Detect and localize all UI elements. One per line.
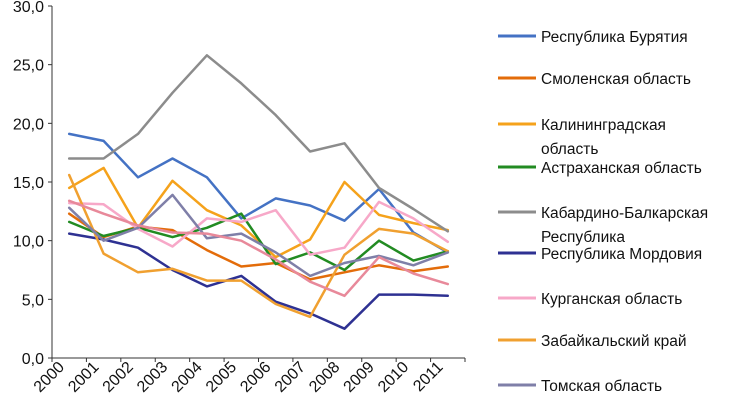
legend-label: Курганская область bbox=[541, 291, 682, 308]
legend-label: Астраханская область bbox=[541, 160, 702, 177]
x-tick-label: 2008 bbox=[306, 359, 343, 396]
legend-label: Калининградская bbox=[541, 117, 666, 134]
legend-label: область bbox=[541, 141, 598, 158]
y-tick-label: 30,0 bbox=[13, 0, 44, 16]
legend-label: Томская область bbox=[541, 378, 662, 395]
series-line-1 bbox=[67, 132, 450, 254]
series-line-7 bbox=[67, 200, 450, 256]
y-tick-label: 25,0 bbox=[13, 58, 44, 75]
legend-label: Кабардино-Балкарская bbox=[541, 205, 708, 222]
series-line-3 bbox=[67, 166, 450, 259]
x-tick-label: 2005 bbox=[203, 359, 240, 396]
x-tick-label: 2010 bbox=[375, 359, 412, 396]
legend: Республика Бурятия Смоленская область Кали… bbox=[498, 29, 708, 395]
y-tick-label: 15,0 bbox=[13, 175, 44, 192]
x-tick-label: 2004 bbox=[169, 359, 206, 396]
series-line-5 bbox=[67, 54, 450, 233]
legend-label: Республика bbox=[541, 229, 625, 246]
series-lines bbox=[67, 54, 450, 330]
x-tick-label: 2003 bbox=[134, 359, 171, 396]
x-tick-label: 2002 bbox=[100, 359, 137, 396]
x-tick-label: 2009 bbox=[341, 359, 378, 396]
series-line-10 bbox=[67, 199, 450, 298]
legend-label: Республика Бурятия bbox=[541, 29, 688, 46]
y-tick-label: 5,0 bbox=[22, 292, 44, 309]
series-line-8 bbox=[67, 173, 450, 319]
series-line-6 bbox=[67, 232, 450, 330]
series-line-9 bbox=[67, 193, 450, 278]
legend-label: Смоленская область bbox=[541, 71, 691, 88]
y-tick-label: 0,0 bbox=[22, 351, 44, 368]
y-tick-label: 10,0 bbox=[13, 234, 44, 251]
legend-label: Забайкальский край bbox=[541, 333, 686, 350]
x-tick-label: 2006 bbox=[237, 359, 274, 396]
y-tick-label: 20,0 bbox=[13, 116, 44, 133]
x-tick-label: 2007 bbox=[272, 359, 309, 396]
legend-label: Республика Мордовия bbox=[541, 246, 702, 263]
x-tick-label: 2011 bbox=[410, 359, 446, 395]
x-tick-label: 2001 bbox=[65, 359, 102, 396]
